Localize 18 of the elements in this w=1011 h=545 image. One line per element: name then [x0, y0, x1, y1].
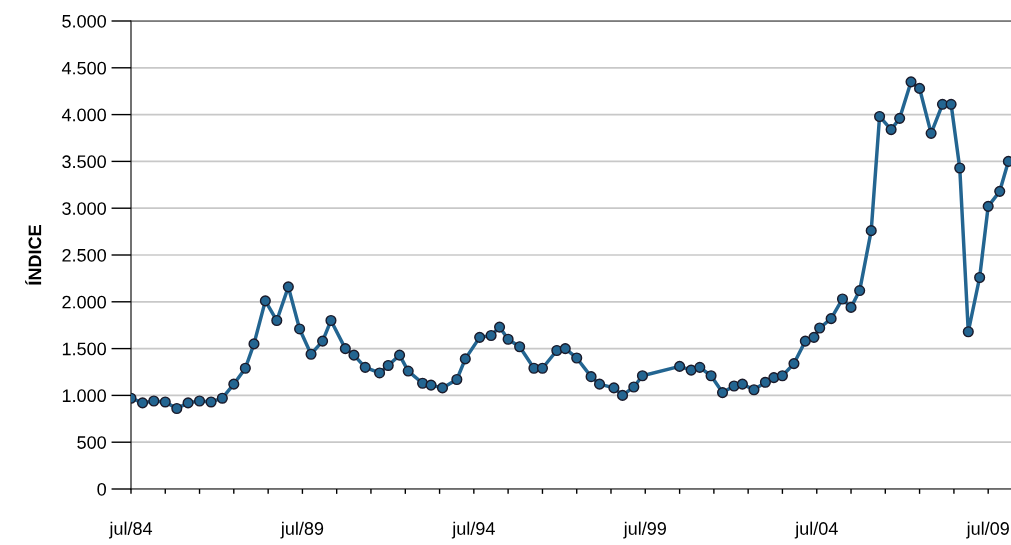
y-tick-label: 2.500	[62, 248, 106, 262]
y-tick-label: 4.500	[61, 61, 106, 75]
y-tick-label: 4.000	[61, 108, 106, 122]
y-tick-label: 3.000	[62, 202, 106, 215]
y-tick-label: 0	[97, 482, 106, 496]
y-tick-label: 3.500	[62, 155, 106, 169]
y-tick-label: 1.500	[62, 342, 106, 356]
y-tick-label: 2.000	[62, 295, 106, 309]
x-tick-label: jul/04	[794, 521, 838, 539]
x-tick-label: jul/89	[280, 521, 324, 539]
x-tick-label: jul/84	[108, 521, 153, 539]
x-tick-label: jul/99	[623, 521, 666, 539]
y-tick-label: 500	[77, 436, 106, 449]
x-tick-label: jul/94	[451, 521, 495, 539]
y-tick-label: 5.000	[62, 14, 106, 28]
y-axis-title: ÍNDICE	[25, 225, 42, 285]
y-tick-label: 1.000	[62, 389, 106, 403]
x-tick-label: jul/09	[966, 521, 1009, 539]
